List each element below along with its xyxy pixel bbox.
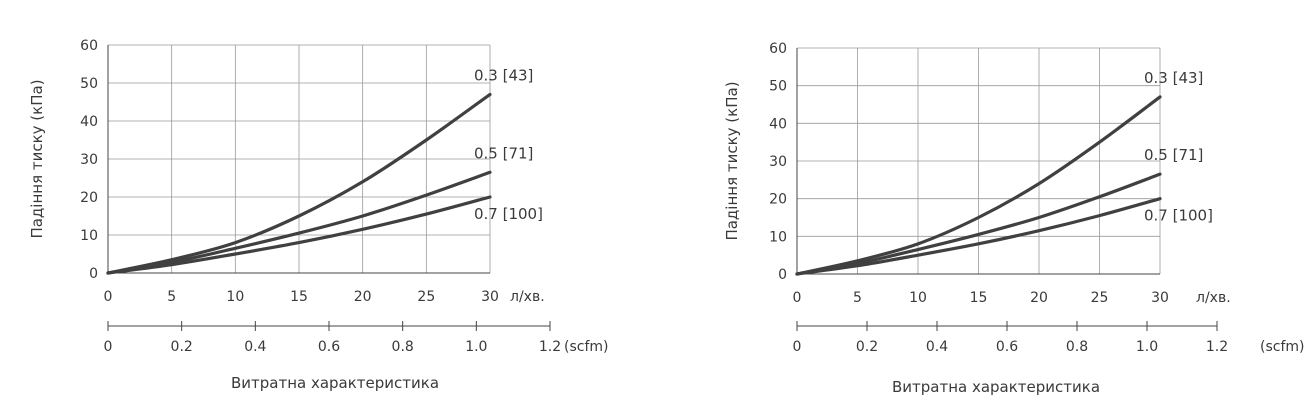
series-line-2 [106, 170, 492, 275]
x-unit-label: л/хв. [1196, 290, 1231, 306]
secondary-x-axis: 0 0.2 0.4 0.6 0.8 1.0 1.2 (scfm) [793, 321, 1304, 355]
x-tick-label: 15 [970, 290, 988, 306]
secondary-unit-label: (scfm) [1260, 339, 1304, 355]
chart-panel-1: 0 5 10 15 20 25 30 0 10 20 30 40 50 60 л/хв. 0 0.2 0.4 0.6… [28, 38, 608, 392]
secondary-tick-label: 0.8 [1066, 339, 1088, 355]
secondary-tick-label: 1.0 [465, 339, 487, 355]
y-axis-title: Падіння тиску (кПа) [723, 81, 741, 240]
secondary-tick-label: 0 [104, 339, 113, 355]
x-tick-label: 10 [909, 290, 927, 306]
y-tick-label: 0 [778, 267, 787, 283]
x-tick-label: 0 [793, 290, 802, 306]
grid [796, 47, 1161, 275]
series-line-1 [795, 95, 1162, 276]
x-unit-label: л/хв. [510, 289, 545, 305]
secondary-x-axis: 0 0.2 0.4 0.6 0.8 1.0 1.2 (scfm) [104, 321, 608, 355]
y-tick-label: 30 [769, 154, 787, 170]
series-label-3: 0.7 [100] [474, 205, 543, 223]
chart-panel-2: 0 5 10 15 20 25 30 0 10 20 30 40 50 60 л/хв. 0 0.2 0.4 0.6… [723, 41, 1304, 396]
series-line-1 [106, 92, 492, 275]
y-tick-label: 20 [80, 190, 98, 206]
x-axis-title: Витратна характеристика [231, 374, 439, 392]
y-tick-label: 60 [80, 38, 98, 54]
secondary-tick-label: 0.2 [856, 339, 878, 355]
series-label-2: 0.5 [71] [474, 144, 533, 162]
x-tick-label: 20 [354, 289, 372, 305]
y-tick-label: 10 [769, 229, 787, 245]
secondary-tick-label: 1.0 [1136, 339, 1158, 355]
y-tick-label: 50 [80, 76, 98, 92]
series-line-3 [106, 195, 492, 275]
secondary-tick-label: 0.4 [926, 339, 948, 355]
series-line-2 [795, 172, 1162, 276]
y-tick-label: 0 [89, 266, 98, 282]
x-tick-label: 10 [226, 289, 244, 305]
secondary-tick-label: 1.2 [539, 339, 561, 355]
x-tick-label: 20 [1030, 290, 1048, 306]
series-label-1: 0.3 [43] [474, 66, 533, 84]
y-tick-label: 40 [769, 116, 787, 132]
series-label-3: 0.7 [100] [1144, 207, 1213, 225]
x-tick-label: 0 [104, 289, 113, 305]
y-axis-title: Падіння тиску (кПа) [28, 79, 46, 238]
grid [107, 44, 491, 274]
secondary-tick-label: 0.6 [996, 339, 1018, 355]
secondary-tick-label: 0.2 [171, 339, 193, 355]
secondary-tick-label: 0 [793, 339, 802, 355]
y-tick-label: 40 [80, 114, 98, 130]
x-tick-label: 15 [290, 289, 308, 305]
secondary-tick-label: 0.6 [318, 339, 340, 355]
secondary-tick-label: 0.8 [392, 339, 414, 355]
x-tick-label: 30 [1151, 290, 1169, 306]
series-line-3 [795, 197, 1162, 276]
x-tick-label: 30 [481, 289, 499, 305]
secondary-tick-label: 1.2 [1206, 339, 1228, 355]
x-tick-label: 5 [853, 290, 862, 306]
y-tick-label: 20 [769, 192, 787, 208]
y-tick-label: 30 [80, 152, 98, 168]
secondary-tick-label: 0.4 [244, 339, 266, 355]
y-tick-label: 60 [769, 41, 787, 57]
y-tick-label: 10 [80, 228, 98, 244]
secondary-unit-label: (scfm) [564, 339, 608, 355]
x-tick-label: 25 [417, 289, 435, 305]
x-tick-label: 5 [167, 289, 176, 305]
x-tick-label: 25 [1091, 290, 1109, 306]
x-axis-title: Витратна характеристика [892, 378, 1100, 396]
y-tick-label: 50 [769, 79, 787, 95]
series-label-1: 0.3 [43] [1144, 69, 1203, 87]
series-label-2: 0.5 [71] [1144, 146, 1203, 164]
